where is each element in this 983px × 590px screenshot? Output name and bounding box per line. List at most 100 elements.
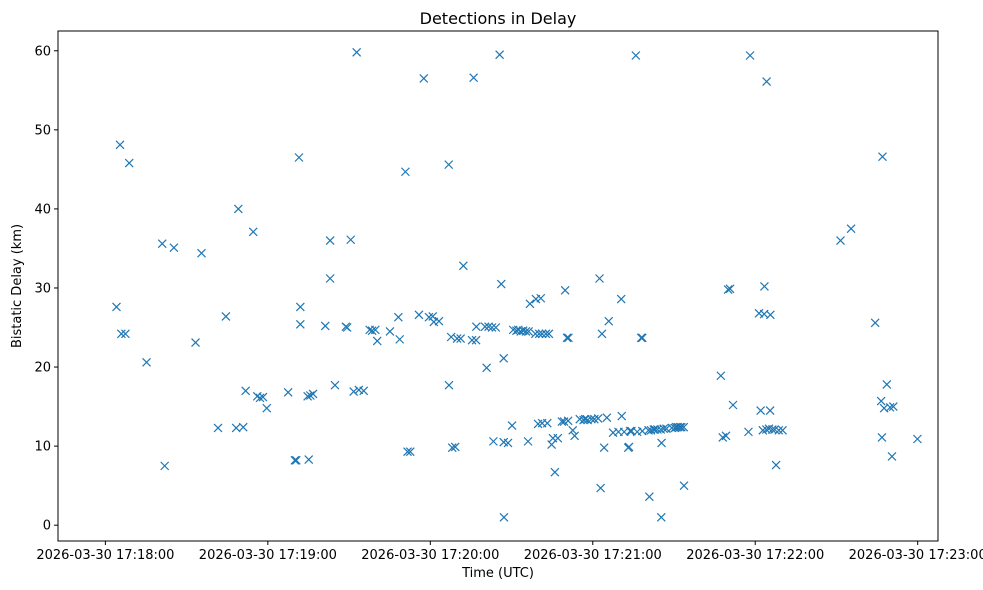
data-point (659, 424, 669, 434)
data-point (616, 294, 626, 304)
data-point (745, 51, 755, 60)
data-point (393, 312, 403, 322)
data-point (471, 322, 481, 332)
data-point (542, 418, 552, 428)
data-point (414, 310, 424, 320)
data-point (342, 323, 352, 332)
data-point (625, 426, 635, 436)
data-point (238, 422, 248, 432)
y-tick-label: 0 (43, 519, 51, 534)
data-point (241, 386, 251, 396)
data-point (400, 167, 410, 177)
data-point (636, 333, 646, 343)
data-point (471, 335, 481, 345)
data-point (142, 357, 151, 367)
data-point (359, 386, 369, 396)
data-point (541, 329, 551, 339)
data-point (116, 329, 126, 339)
data-point (544, 329, 554, 339)
data-point (120, 329, 130, 339)
data-point (499, 353, 509, 363)
data-point (482, 363, 492, 373)
x-axis: 2026-03-30 17:18:00 2026-03-30 17:19:00 20… (36, 541, 983, 563)
data-point (221, 312, 231, 321)
data-point (887, 451, 897, 461)
y-tick-label: 40 (34, 202, 51, 217)
data-point (778, 425, 788, 435)
data-point (563, 416, 573, 426)
data-point (320, 321, 330, 331)
data-point (675, 422, 685, 432)
data-point (756, 406, 766, 415)
data-point (303, 391, 313, 401)
data-point (290, 455, 300, 465)
data-point (604, 316, 614, 326)
x-tick-label: 2026-03-30 17:21:00 (524, 548, 662, 563)
data-point (760, 281, 769, 291)
data-point (728, 400, 738, 410)
data-point (349, 387, 359, 396)
data-markers (112, 47, 922, 522)
chart-title: Detections in Delay (420, 9, 577, 28)
data-point (599, 443, 609, 453)
data-point (169, 243, 179, 253)
data-point (597, 329, 607, 339)
data-point (525, 299, 535, 309)
x-tick-label: 2026-03-30 17:19:00 (199, 548, 337, 563)
data-point (846, 224, 856, 234)
data-point (499, 512, 509, 522)
data-point (367, 326, 377, 336)
x-tick-label: 2026-03-30 17:23:00 (849, 548, 983, 563)
data-point (372, 336, 382, 346)
data-point (631, 51, 641, 60)
data-point (480, 322, 490, 332)
data-point (523, 436, 533, 446)
data-point (325, 274, 335, 283)
data-point (553, 433, 563, 443)
data-point (283, 387, 293, 397)
x-tick-label: 2026-03-30 17:22:00 (686, 548, 824, 563)
data-point (568, 425, 578, 435)
data-point (878, 152, 887, 162)
data-point (657, 438, 666, 448)
data-point (444, 380, 454, 390)
data-point (716, 371, 726, 381)
data-point (644, 492, 654, 502)
data-point (560, 285, 570, 295)
data-point (395, 334, 405, 344)
data-point (115, 140, 125, 150)
data-point (521, 327, 531, 336)
data-point (870, 318, 880, 328)
data-point (304, 455, 314, 464)
data-point (524, 327, 534, 336)
data-point (624, 442, 634, 452)
data-point (596, 483, 606, 493)
data-point (197, 248, 206, 258)
data-point (617, 411, 627, 421)
data-point (488, 436, 498, 446)
data-point (496, 279, 506, 289)
y-tick-label: 60 (34, 44, 51, 59)
data-point (157, 239, 167, 249)
data-point (213, 423, 223, 433)
data-point (458, 261, 468, 271)
data-point (765, 310, 775, 320)
data-point (255, 393, 265, 403)
data-point (882, 380, 892, 389)
data-point (308, 389, 318, 399)
x-tick-label: 2026-03-30 17:18:00 (36, 548, 174, 563)
data-point (580, 414, 590, 424)
x-tick-label: 2026-03-30 17:20:00 (361, 548, 499, 563)
data-point (452, 334, 462, 344)
data-point (765, 406, 775, 415)
data-point (593, 414, 603, 423)
data-point (469, 73, 479, 83)
y-tick-label: 30 (34, 281, 51, 296)
data-point (912, 434, 922, 444)
data-point (112, 302, 121, 312)
data-point (537, 329, 547, 339)
data-point (676, 422, 686, 432)
data-point (419, 74, 429, 83)
y-tick-label: 20 (34, 361, 51, 376)
